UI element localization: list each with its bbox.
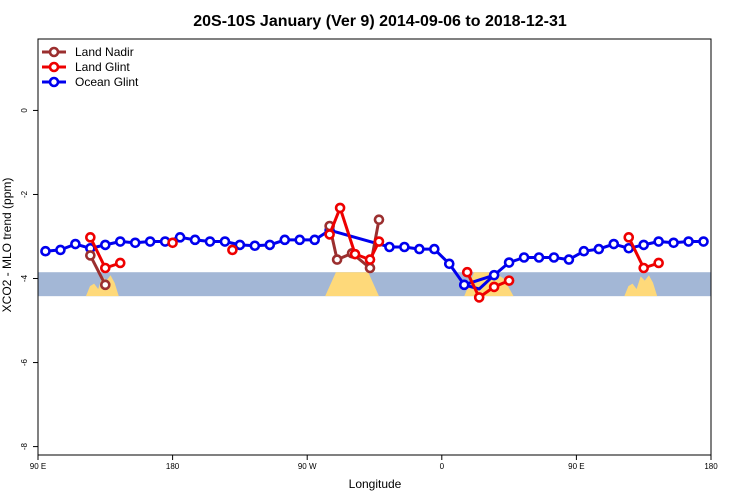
ocean-glint-point [129, 237, 141, 249]
land-glint-point [167, 237, 178, 249]
ocean-glint-point [264, 239, 276, 251]
land-glint-point [373, 236, 385, 247]
land-glint-point [638, 262, 650, 274]
legend-label: Land Glint [75, 60, 130, 74]
ocean-glint-point [638, 239, 650, 251]
land-nadir-point [331, 254, 343, 265]
ocean-glint-point [40, 245, 51, 257]
land-glint-point [461, 266, 473, 278]
ocean-glint-point [653, 236, 664, 247]
ocean-glint-point [429, 243, 440, 255]
ocean-glint-point [174, 232, 186, 243]
land-glint-point [623, 232, 635, 243]
ocean-glint-point [414, 243, 425, 255]
land-glint-point [334, 202, 346, 214]
land-glint-point [349, 248, 361, 260]
ocean-glint-point [548, 252, 560, 263]
y-tick-label: -8 [20, 442, 29, 450]
ocean-glint-point [698, 236, 709, 247]
ocean-glint-point [399, 241, 410, 253]
y-axis: 0 -2 -4 -6 -8 [20, 108, 38, 450]
chart-title: 20S-10S January (Ver 9) 2014-09-06 to 20… [193, 13, 567, 30]
legend-swatch-marker [48, 61, 60, 73]
land-nadir-point [373, 214, 385, 225]
land-glint-line-3 [465, 271, 510, 299]
ocean-glint-point [234, 239, 246, 251]
ocean-glint-point [488, 269, 500, 281]
ocean-glint-point [309, 234, 320, 246]
land-glint-point [100, 262, 111, 274]
land-glint-point [473, 292, 485, 303]
ocean-glint-point [294, 234, 306, 246]
x-tick-label: 0 [440, 462, 445, 471]
ocean-glint-point [458, 279, 470, 291]
ocean-glint-point [70, 238, 81, 250]
land-glint-point [653, 257, 664, 269]
ocean-glint-point [55, 244, 66, 256]
ocean-glint-point [443, 258, 455, 270]
x-axis: 90 E 180 90 W 0 90 E 180 [30, 455, 718, 471]
land-nadir-point [85, 250, 96, 261]
legend-swatch-marker [48, 76, 60, 88]
x-tick-label: 90 E [568, 462, 584, 471]
ocean-glint-point [279, 234, 291, 246]
land-glint-point [324, 229, 335, 240]
plot-area [38, 202, 711, 303]
ocean-glint-point [668, 237, 679, 249]
legend-label: Land Nadir [75, 45, 134, 59]
ocean-glint-point [100, 239, 111, 251]
land-glint-point [364, 254, 376, 265]
land-nadir-point [364, 262, 376, 274]
ocean-glint-point [518, 252, 530, 263]
land-surface-region-2 [325, 272, 379, 297]
y-tick-label: -2 [20, 190, 29, 198]
plot-frame [37, 38, 712, 456]
x-tick-label: 180 [166, 462, 180, 471]
x-tick-label: 90 E [30, 462, 46, 471]
ocean-glint-point [189, 234, 201, 246]
land-surface-region-4 [624, 275, 658, 297]
ocean-glint-point [114, 236, 126, 247]
ocean-glint-point [578, 245, 590, 257]
ocean-glint-point [384, 241, 395, 253]
ocean-glint-point [219, 236, 231, 247]
land-glint-point [503, 275, 515, 286]
y-tick-label: -6 [20, 358, 29, 366]
ocean-glint-point [144, 236, 156, 247]
legend-swatch-marker [48, 46, 60, 58]
x-axis-label: Longitude [349, 477, 402, 491]
land-nadir-line-a [88, 254, 107, 286]
land-glint-point [488, 281, 500, 293]
land-glint-point [114, 257, 126, 269]
ocean-surface-band [38, 272, 711, 297]
ocean-glint-point [563, 254, 575, 265]
land-glint-point [85, 232, 96, 243]
y-tick-label: -4 [20, 274, 29, 282]
land-nadir-point [100, 279, 111, 291]
ocean-glint-point [249, 240, 261, 252]
land-glint-point [227, 244, 238, 256]
ocean-glint-point [593, 243, 605, 255]
ocean-glint-point [503, 257, 515, 268]
ocean-glint-point [204, 236, 216, 247]
x-tick-label: 180 [704, 462, 718, 471]
y-axis-label: XCO2 - MLO trend (ppm) [0, 178, 14, 313]
ocean-glint-point [533, 252, 545, 263]
x-tick-label: 90 W [298, 462, 317, 471]
ocean-glint-point [608, 238, 620, 250]
y-tick-label: 0 [20, 108, 29, 113]
legend-label: Ocean Glint [75, 75, 139, 89]
ocean-glint-point [683, 236, 694, 247]
